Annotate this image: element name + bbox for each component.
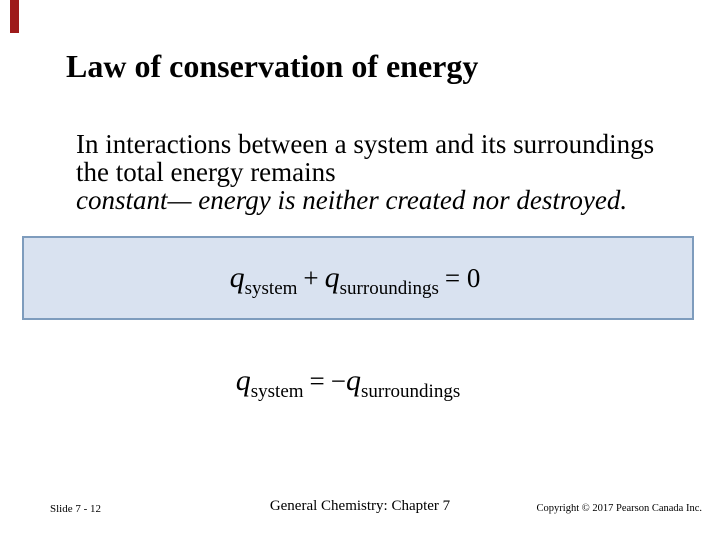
surroundings-subscript: surroundings [361,381,461,402]
q-surroundings-variable: q [346,364,361,397]
q-system-variable: q [229,261,245,294]
q-surroundings-variable: q [324,261,340,294]
body-line-2: the total energy remains [76,157,336,187]
system-subscript: system [244,278,298,299]
plus-operator: + [303,263,319,293]
slide-number-label: Slide 7 - 12 [50,503,102,515]
body-line-3: constant— energy is neither created nor … [76,185,628,215]
copyright-notice: Copyright © 2017 Pearson Canada Inc. [536,503,702,514]
surroundings-subscript: surroundings [339,278,439,299]
equation-negative: qsystem = −qsurroundings [235,364,460,402]
equation-box: qsystem + qsurroundings = 0 [22,236,694,320]
system-subscript: system [250,381,304,402]
slide-accent-bar [10,0,19,33]
equation-sum-zero: qsystem + qsurroundings = 0 [229,261,487,299]
minus-sign: − [330,366,346,396]
body-paragraph: In interactions between a system and its… [76,130,706,214]
equals-zero: = 0 [444,263,481,293]
equals-operator: = [309,366,325,396]
slide-title: Law of conservation of energy [66,48,479,84]
body-line-1: In interactions between a system and its… [76,129,655,159]
footer-book-title: General Chemistry: Chapter 7 [269,498,451,514]
equation-2-row: qsystem = −qsurroundings [0,364,708,402]
q-system-variable: q [235,364,251,397]
